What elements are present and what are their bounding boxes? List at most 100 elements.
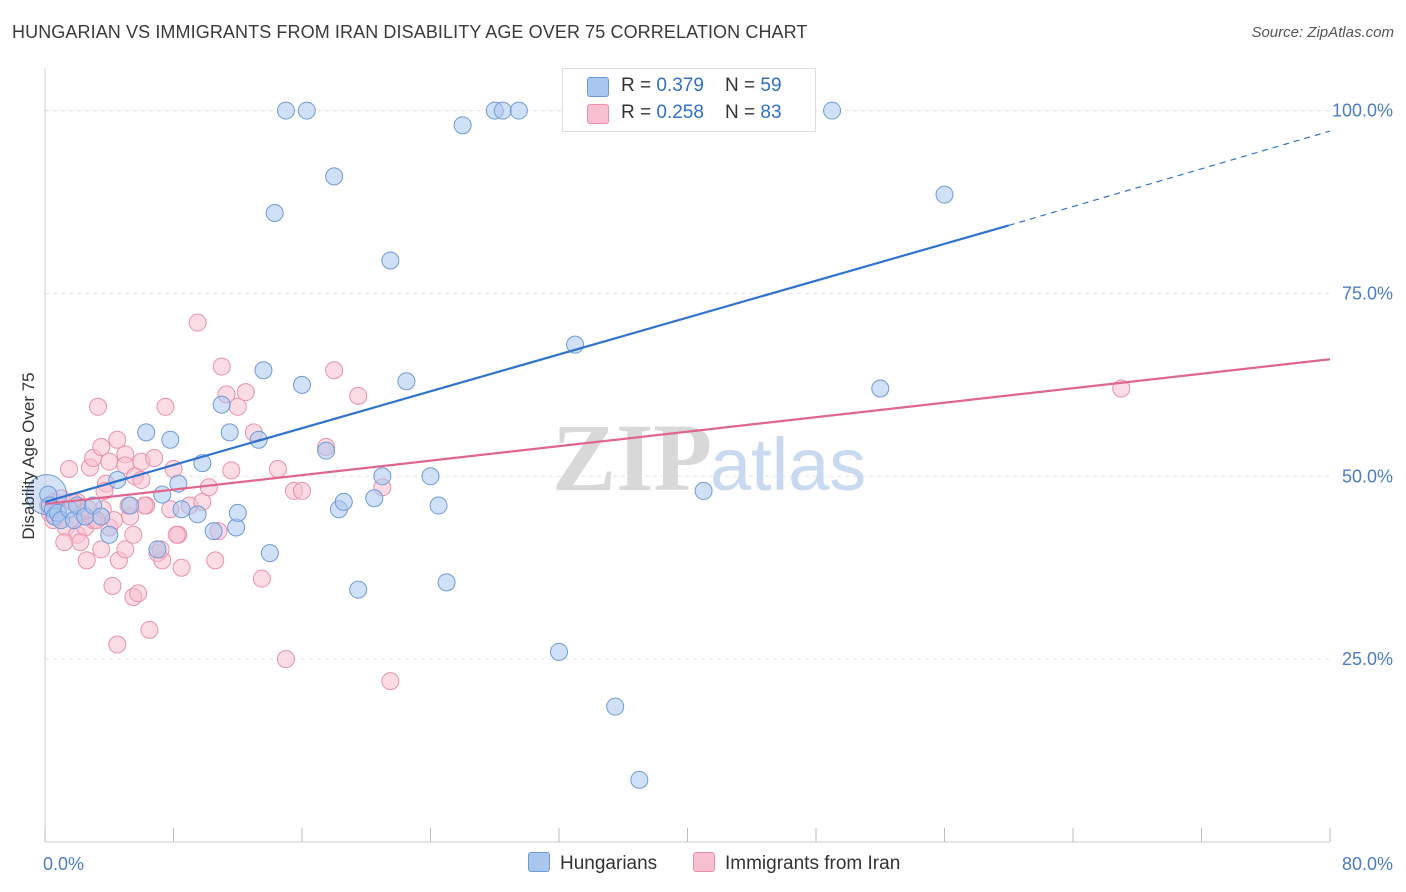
iran-point	[145, 449, 164, 467]
chart-title: HUNGARIAN VS IMMIGRANTS FROM IRAN DISABI…	[12, 22, 808, 42]
bottom-legend-swatch-iran	[693, 852, 715, 872]
hungarian-point	[212, 395, 231, 414]
hungarian-point	[204, 522, 223, 541]
legend-n-value: 59	[760, 75, 782, 96]
correlation-legend: R = 0.379 N = 59 R = 0.258 N = 83	[562, 68, 816, 132]
watermark: ZIP atlas	[552, 404, 866, 511]
hungarian-point	[509, 101, 528, 120]
iran-point	[92, 540, 111, 559]
hungarian-point	[437, 573, 456, 592]
iran-point	[268, 459, 287, 478]
iran-point	[167, 525, 186, 544]
legend-r-value: 0.258	[656, 102, 704, 123]
hungarian-point	[121, 496, 140, 515]
hungarian-point	[254, 361, 273, 380]
iran-point	[172, 558, 191, 577]
iran-point	[156, 397, 175, 416]
iran-point	[381, 672, 400, 691]
iran-point	[77, 551, 96, 570]
legend-r-label: R =	[621, 75, 657, 96]
hungarian-point	[265, 203, 284, 222]
hungarian-point	[161, 430, 180, 449]
hungarian-point	[381, 251, 400, 270]
hungarian-point	[694, 481, 713, 500]
hungarian-point	[293, 375, 311, 394]
iran-point	[188, 313, 207, 332]
iran-point	[222, 461, 241, 480]
hungarian-point	[228, 503, 247, 522]
iran-point	[108, 635, 127, 654]
hungarian-point	[397, 372, 416, 391]
chart-source: Source: ZipAtlas.com	[1251, 24, 1394, 41]
bottom-legend-swatch-hungarians	[528, 852, 550, 872]
hungarian-point	[550, 642, 568, 661]
y-axis-label: Disability Age Over 75	[19, 372, 38, 539]
legend-n-label: N =	[725, 75, 761, 96]
hungarian-point	[373, 467, 392, 486]
hungarian-point	[935, 185, 954, 204]
iran-point	[206, 551, 225, 570]
hungarian-point	[871, 379, 890, 398]
hungarian-point	[325, 167, 344, 186]
bottom-legend-hungarians: Hungarians	[528, 852, 657, 875]
watermark-atlas: atlas	[710, 423, 866, 506]
hungarian-point	[429, 496, 448, 515]
y-tick-label: 100.0%	[1332, 101, 1393, 121]
iran-point	[100, 452, 119, 471]
hungarian-point	[92, 507, 111, 526]
iran-point	[252, 569, 271, 588]
iran-point	[60, 459, 79, 478]
legend-n-value: 83	[760, 102, 782, 123]
iran-point	[212, 357, 231, 376]
hungarian-point	[260, 544, 279, 563]
hungarian-point	[823, 101, 842, 120]
bottom-legend-iran: Immigrants from Iran	[693, 852, 900, 875]
hungarian-trend-extension	[1008, 130, 1331, 226]
hungarian-point	[334, 492, 353, 511]
hungarian-trend-line	[44, 224, 1010, 503]
iran-point	[236, 383, 255, 402]
y-tick-label: 25.0%	[1342, 649, 1393, 669]
hungarian-point	[188, 505, 207, 524]
iran-point	[129, 584, 148, 603]
iran-point	[71, 533, 90, 552]
gridlines	[45, 110, 1330, 660]
hungarian-point	[365, 489, 384, 508]
iran-point	[293, 481, 311, 500]
hungarian-point	[148, 540, 167, 559]
trend-lines	[44, 130, 1331, 506]
iran-point	[116, 540, 135, 559]
hungarian-point	[153, 485, 172, 504]
y-tick-label: 50.0%	[1342, 466, 1393, 486]
iran-point	[325, 361, 344, 380]
iran-point	[140, 620, 159, 639]
hungarian-point	[349, 580, 368, 599]
iran-point	[103, 577, 122, 595]
hungarian-point	[421, 467, 440, 486]
bottom-legend-label-hungarians: Hungarians	[560, 853, 658, 874]
hungarian-point	[220, 423, 239, 442]
iran-point	[55, 533, 74, 552]
hungarian-point	[606, 697, 625, 716]
x-tick-label-max: 80.0%	[1342, 854, 1393, 874]
hungarian-point	[100, 525, 119, 544]
hungarian-point	[172, 500, 191, 519]
hungarian-point	[453, 116, 472, 135]
axes: 25.0% 50.0% 75.0% 100.0% 0.0% 80.0%	[43, 68, 1393, 874]
legend-swatch-iran	[587, 104, 609, 124]
iran-trend-line	[44, 358, 1331, 506]
hungarian-point	[108, 470, 127, 489]
iran-point	[276, 650, 295, 669]
legend-r-value: 0.379	[656, 75, 704, 96]
hungarian-point	[630, 770, 649, 789]
iran-point	[89, 397, 108, 416]
iran-point	[349, 386, 368, 405]
iran-point	[124, 525, 143, 544]
iran-point	[108, 430, 127, 449]
hungarian-point	[137, 423, 156, 442]
y-tick-label: 75.0%	[1342, 283, 1393, 303]
x-tick-label-min: 0.0%	[43, 854, 84, 874]
iran-point	[92, 438, 111, 457]
hungarian-point	[276, 101, 295, 120]
